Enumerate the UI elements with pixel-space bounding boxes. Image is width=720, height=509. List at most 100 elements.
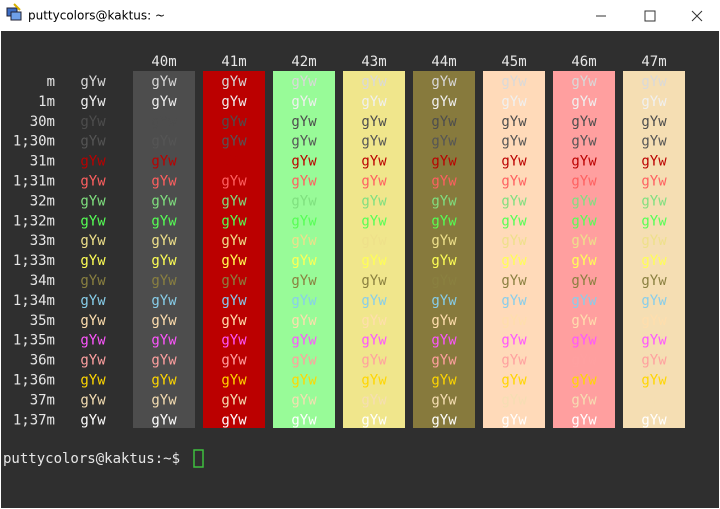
sample-cell: gYw (641, 154, 667, 170)
sample-cell: gYw (80, 233, 106, 249)
sample-cell: gYw (431, 114, 457, 130)
row-label: m (47, 74, 55, 90)
row-label: 1;34m (13, 293, 55, 309)
sample-cell: gYw (431, 233, 457, 249)
sample-cell: gYw (221, 213, 247, 229)
sample-cell: gYw (221, 373, 247, 389)
row-label: 1;35m (13, 333, 55, 349)
sample-cell: gYw (571, 412, 597, 428)
sample-cell: gYw (501, 313, 527, 329)
sample-cell: gYw (291, 313, 317, 329)
sample-cell: gYw (641, 114, 667, 130)
sample-cell: gYw (291, 154, 317, 170)
sample-cell: gYw (221, 333, 247, 349)
sample-cell: gYw (291, 293, 317, 309)
sample-cell: gYw (571, 154, 597, 170)
cursor (193, 449, 204, 468)
sample-cell: gYw (221, 313, 247, 329)
sample-cell: gYw (641, 213, 667, 229)
background-swatch (553, 71, 615, 428)
sample-cell: gYw (151, 353, 177, 369)
sample-cell: gYw (151, 313, 177, 329)
row-label: 31m (30, 154, 55, 170)
row-label: 34m (30, 273, 55, 289)
sample-cell: gYw (221, 193, 247, 209)
sample-cell: gYw (221, 412, 247, 428)
sample-cell: gYw (291, 94, 317, 110)
sample-cell: gYw (361, 392, 387, 408)
sample-cell: gYw (80, 114, 106, 130)
sample-cell: gYw (571, 253, 597, 269)
background-swatch (203, 71, 265, 428)
sample-cell: gYw (151, 134, 177, 150)
sample-cell: gYw (80, 392, 106, 408)
sample-cell: gYw (641, 293, 667, 309)
sample-cell: gYw (80, 253, 106, 269)
maximize-button[interactable] (644, 10, 656, 22)
sample-cell: gYw (221, 174, 247, 190)
sample-cell: gYw (361, 154, 387, 170)
sample-cell: gYw (80, 94, 106, 110)
sample-cell: gYw (361, 193, 387, 209)
sample-cell: gYw (431, 74, 457, 90)
sample-cell: gYw (291, 353, 317, 369)
sample-cell: gYw (431, 193, 457, 209)
column-header: 47m (641, 54, 666, 70)
sample-cell: gYw (501, 94, 527, 110)
sample-cell: gYw (501, 373, 527, 389)
sample-cell: gYw (571, 114, 597, 130)
sample-cell: gYw (641, 174, 667, 190)
sample-cell: gYw (221, 273, 247, 289)
sample-cell: gYw (80, 412, 106, 428)
sample-cell: gYw (641, 273, 667, 289)
sample-cell: gYw (571, 293, 597, 309)
sample-cell: gYw (571, 193, 597, 209)
sample-cell: gYw (221, 392, 247, 408)
sample-cell: gYw (571, 74, 597, 90)
sample-cell: gYw (641, 253, 667, 269)
sample-cell: gYw (221, 233, 247, 249)
window-title: puttycolors@kaktus: ~ (28, 9, 165, 23)
background-swatch (623, 71, 685, 428)
sample-cell: gYw (361, 74, 387, 90)
sample-cell: gYw (291, 213, 317, 229)
sample-cell: gYw (501, 333, 527, 349)
sample-cell: gYw (361, 353, 387, 369)
sample-cell: gYw (291, 114, 317, 130)
sample-cell: gYw (641, 412, 667, 428)
sample-cell: gYw (431, 392, 457, 408)
sample-cell: gYw (291, 373, 317, 389)
sample-cell: gYw (571, 233, 597, 249)
background-swatch (273, 71, 335, 428)
close-button[interactable] (691, 10, 703, 22)
row-label: 35m (30, 313, 55, 329)
sample-cell: gYw (501, 392, 527, 408)
sample-cell: gYw (151, 293, 177, 309)
sample-cell: gYw (571, 333, 597, 349)
sample-cell: gYw (501, 193, 527, 209)
row-label: 1;30m (13, 134, 55, 150)
sample-cell: gYw (431, 213, 457, 229)
sample-cell: gYw (361, 253, 387, 269)
sample-cell: gYw (571, 174, 597, 190)
sample-cell: gYw (501, 74, 527, 90)
sample-cell: gYw (80, 134, 106, 150)
sample-cell: gYw (361, 293, 387, 309)
background-swatch (413, 71, 475, 428)
sample-cell: gYw (151, 333, 177, 349)
sample-cell: gYw (151, 74, 177, 90)
sample-cell: gYw (291, 333, 317, 349)
sample-cell: gYw (641, 134, 667, 150)
sample-cell: gYw (80, 273, 106, 289)
sample-cell: gYw (431, 313, 457, 329)
sample-cell: gYw (571, 134, 597, 150)
sample-cell: gYw (221, 353, 247, 369)
sample-cell: gYw (221, 74, 247, 90)
row-label: 36m (30, 353, 55, 369)
sample-cell: gYw (641, 373, 667, 389)
sample-cell: gYw (80, 293, 106, 309)
sample-cell: gYw (361, 174, 387, 190)
sample-cell: gYw (151, 273, 177, 289)
sample-cell: gYw (501, 412, 527, 428)
sample-cell: gYw (361, 213, 387, 229)
